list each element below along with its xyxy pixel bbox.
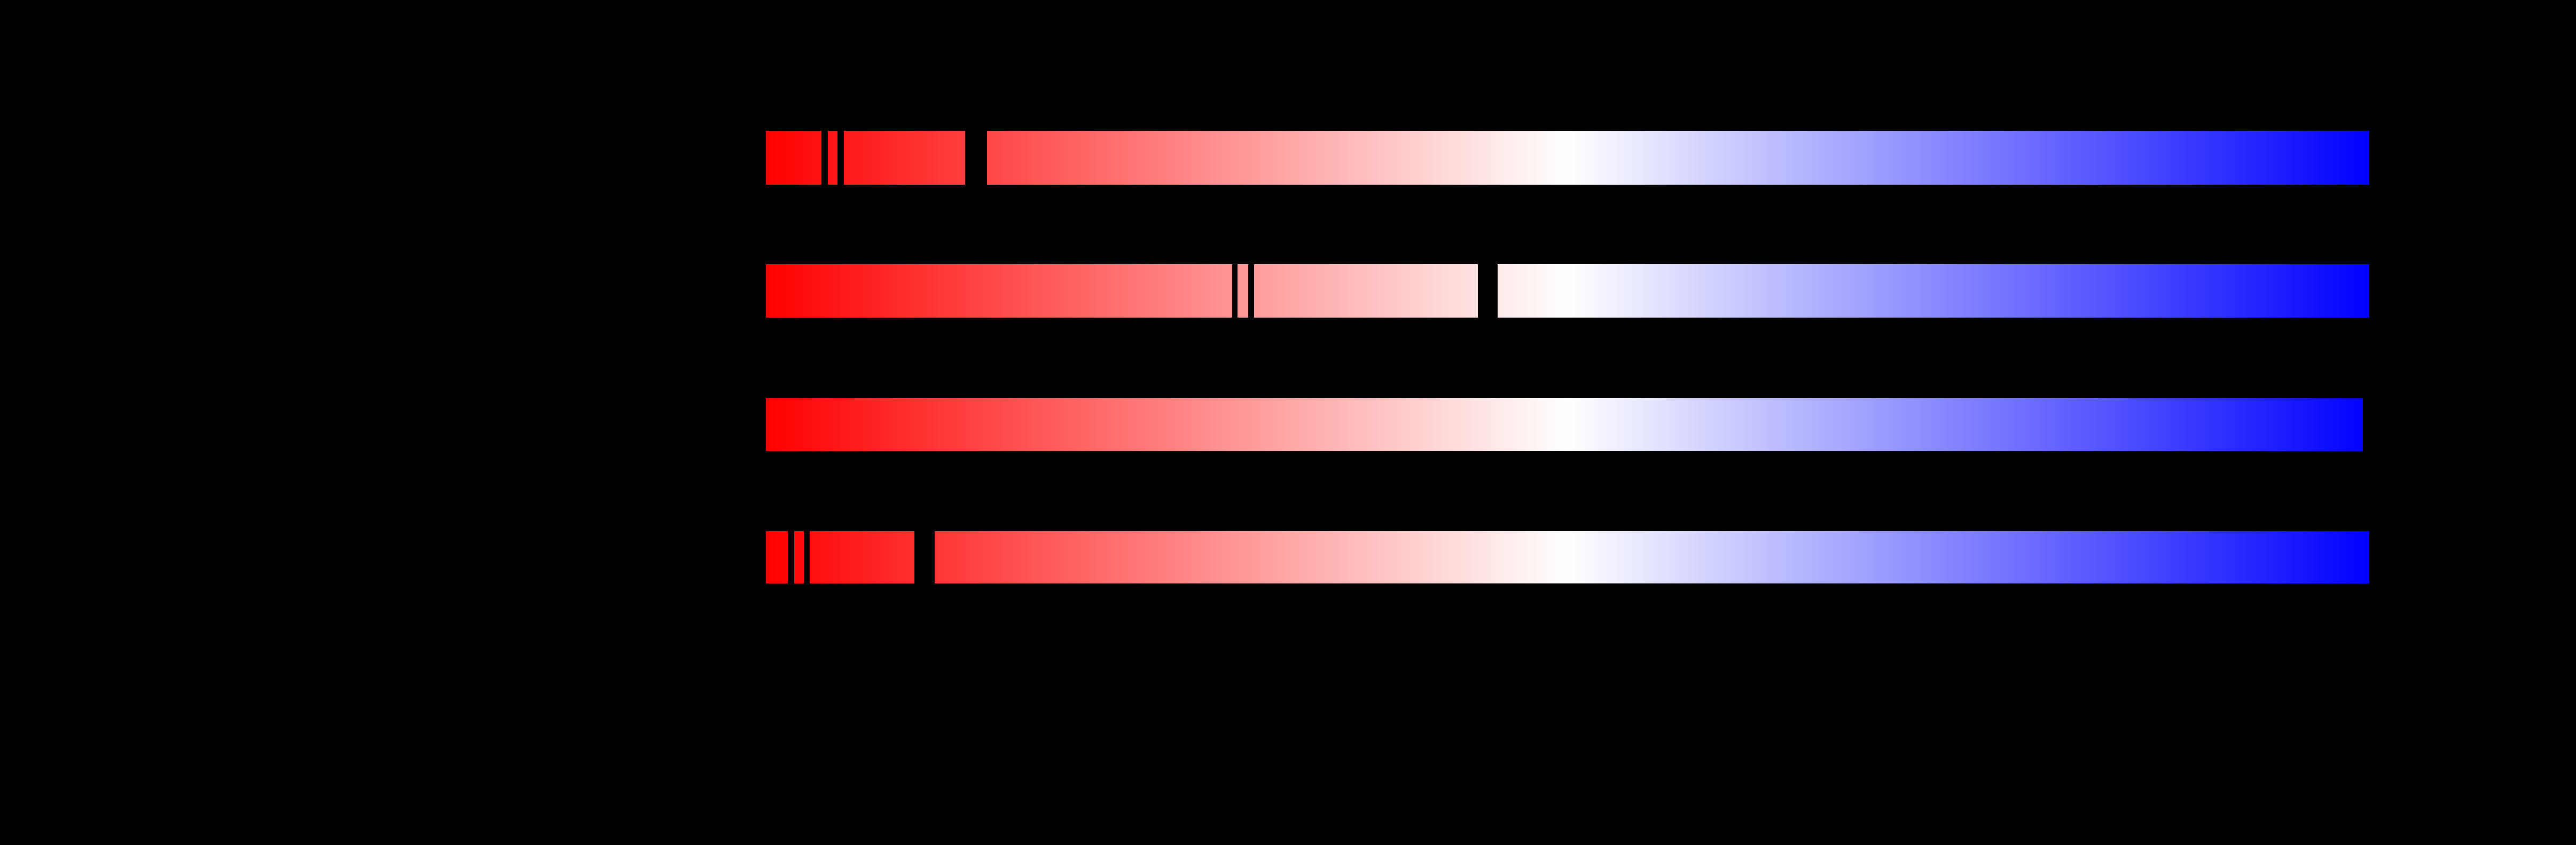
bar-1-segment [765, 131, 821, 185]
bar-4-segment [935, 531, 2369, 583]
bar-2-segment [1498, 264, 2369, 318]
bar-2-segment [1254, 264, 1478, 318]
bar-1-segment [987, 131, 2369, 185]
bar-1-segment [844, 131, 965, 185]
bar-2-segment [766, 264, 1232, 318]
bar-4-segment [810, 531, 914, 583]
bar-1-segment [828, 131, 837, 185]
bar-4-segment [766, 531, 788, 583]
bar-2-segment [1238, 264, 1248, 318]
bar-4-segment [794, 531, 804, 583]
bar-3-segment [765, 398, 2363, 451]
